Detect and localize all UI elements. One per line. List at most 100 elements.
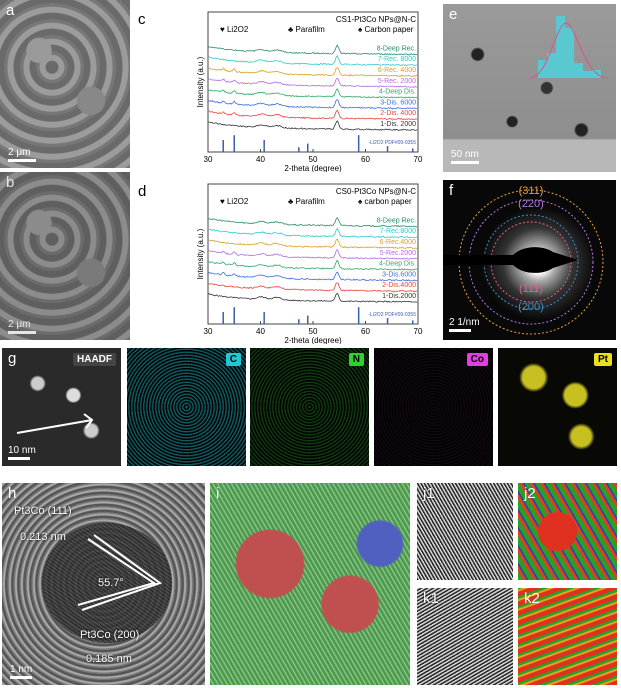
series-label: 5-Rec.2000 [380,250,416,257]
panel-label: f [449,182,454,199]
xrd-series-line [207,99,418,110]
panel-label: e [449,6,458,23]
scale-bar: 50 nm [451,149,479,164]
panel-e-tem: e 50 nm [443,4,616,172]
ring-label: (220) [518,198,544,210]
xrd-series-line [207,271,418,282]
xrd-series-line [207,282,418,293]
series-label: 7-Rec.8000 [380,228,416,235]
series-label: 3-Dis. 6000 [380,99,416,106]
x-tick-label: 60 [361,155,370,164]
panel-label: j1 [423,485,435,502]
x-tick-label: 30 [204,155,213,164]
scale-text: 50 nm [451,149,479,160]
panel-k1-fringes: k1 [417,588,513,685]
xrd-series-line [207,292,418,303]
reference-label: -Li2O2 PDF#09-0355 [368,140,416,146]
x-tick-label: 50 [309,155,318,164]
scale-bar: 10 nm [8,445,36,460]
ring-label: (111) [519,283,543,295]
panel-label: c [138,11,146,28]
panel-k2-strain: k2 [518,588,617,685]
xrd-series-line [207,248,418,260]
scale-text: 1 nm [10,664,33,675]
series-label: 7-Rec. 8000 [378,56,416,63]
x-tick-label: 30 [204,327,213,336]
marker-legend: ♣ Parafilm [288,197,325,206]
marker-legend: ♠ carbon paper [358,197,412,206]
panel-j1-fringes: j1 [417,483,513,580]
panel-label: k2 [524,590,540,607]
xrd-series-line [208,67,418,78]
marker-legend: ♥ Li2O2 [220,25,249,34]
series-label: 6-Rec. 4000 [378,67,416,74]
eds-map-pt: Pt [498,348,617,466]
diffraction-ring [468,199,594,325]
panel-label: a [6,2,15,19]
marker-legend: ♠ Carbon paper [358,25,414,34]
xrd-series-line [207,227,418,239]
plane-label-111: Pt3Co (111) [14,505,72,517]
eds-map-co: Co [374,348,493,466]
panel-label: h [8,485,17,502]
series-label: 4-Deep Dis. [379,89,416,96]
line-scan-arrow-icon [16,413,94,434]
size-histogram-inset [529,16,609,79]
beam-stopper [443,247,578,273]
x-tick-label: 70 [414,327,423,336]
xrd-chart-d: d CS0-Pt3Co NPs@N-C ♥ Li2O2 ♣ Parafilm ♠ car… [138,183,423,344]
panel-a-sem: a 2 μm [0,0,130,168]
scale-bar: 1 nm [10,664,32,679]
eds-map-c: C [127,348,246,466]
xrd-chart-c: c CS1-Pt3Co NPs@N-C ♥ Li2O2 ♣ Parafilm ♠ Car… [138,11,423,172]
series-label: 1-Dis.2000 [382,293,416,300]
angle-label: 55.7° [98,577,124,589]
panel-label: g [8,350,17,367]
scale-bar: 2 μm [8,147,36,162]
y-axis-label: Intensity (a.u.) [196,228,205,279]
series-label: 5-Rec. 2000 [378,78,416,85]
plane-label-200: Pt3Co (200) [80,629,140,641]
panel-label: j2 [524,485,536,502]
xrd-series-line [207,120,418,131]
panel-label: k1 [423,590,439,607]
scale-text: 10 nm [8,445,36,456]
y-axis-label: Intensity (a.u.) [196,56,205,107]
element-tag: Co [466,353,488,366]
xrd-series-line [207,259,418,271]
panel-j2-strain: j2 [518,483,617,580]
diffraction-ring [483,214,579,310]
xrd-series-line [207,88,418,99]
element-tag: Pt [594,353,612,366]
eds-map-n: N [250,348,369,466]
x-tick-label: 40 [256,155,265,164]
xrd-series-line [207,77,418,88]
series-label: 4-Deep Dis. [379,261,416,268]
x-tick-label: 60 [361,327,370,336]
series-label: 6-Rec.4000 [380,239,416,246]
scale-bar: 2 1/nm [449,317,480,332]
xrd-series-line [207,109,418,121]
chart-title: CS1-Pt3Co NPs@N-C [336,15,416,24]
ring-label: (200) [518,301,544,313]
ring-label: (311) [519,185,544,197]
xrd-series-line [207,44,418,56]
panel-b-sem: b 2 μm [0,172,130,340]
lattice-angle-annotation [77,534,163,611]
series-label: 1-Dis. 2000 [380,121,416,128]
series-label: 3-Dis.6000 [382,271,416,278]
xrd-series-line [208,216,418,228]
series-label: 8-Deep Rec. [377,45,416,52]
marker-legend: ♣ Parafilm [288,25,325,34]
x-tick-label: 40 [256,327,265,336]
eds-map-haadf: HAADF g 10 nm [2,348,121,466]
panel-label: b [6,174,15,191]
panel-label: i [216,485,220,502]
x-axis-label: 2-theta (degree) [284,336,342,344]
series-label: 8-Deep Rec. [377,217,416,224]
xrd-series-line [207,55,418,66]
d-spacing-111: 0.213 nm [20,531,66,543]
panel-f-saed: (311) (220) (111) (200) f 2 1/nm [443,180,616,340]
x-tick-label: 50 [309,327,318,336]
